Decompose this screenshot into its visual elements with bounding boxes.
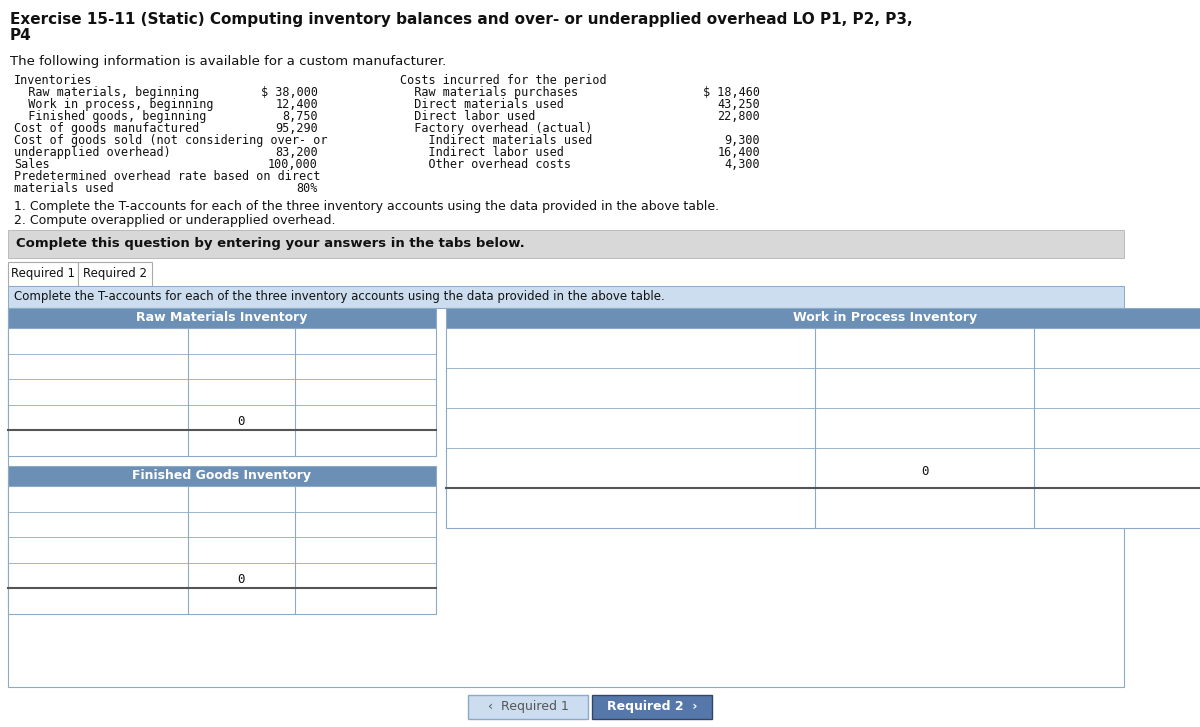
Text: Direct labor used: Direct labor used — [400, 110, 535, 123]
Text: Exercise 15-11 (Static) Computing inventory balances and over- or underapplied o: Exercise 15-11 (Static) Computing invent… — [10, 12, 913, 27]
Bar — [468, 695, 588, 719]
Bar — [8, 466, 436, 486]
Text: 16,400: 16,400 — [718, 146, 760, 159]
Text: 8,750: 8,750 — [282, 110, 318, 123]
Text: $ 38,000: $ 38,000 — [262, 86, 318, 99]
Text: 2. Compute overapplied or underapplied overhead.: 2. Compute overapplied or underapplied o… — [14, 214, 336, 227]
Text: 83,200: 83,200 — [275, 146, 318, 159]
Bar — [8, 308, 436, 328]
Text: P4: P4 — [10, 28, 31, 43]
Text: materials used: materials used — [14, 182, 114, 195]
Bar — [8, 308, 1124, 687]
Bar — [78, 262, 152, 286]
Text: Inventories: Inventories — [14, 74, 92, 87]
Text: 9,300: 9,300 — [725, 134, 760, 147]
Text: 12,400: 12,400 — [275, 98, 318, 111]
Text: Factory overhead (actual): Factory overhead (actual) — [400, 122, 593, 135]
Text: Required 2: Required 2 — [83, 267, 148, 280]
Text: Required 2  ›: Required 2 › — [607, 700, 697, 713]
Text: underapplied overhead): underapplied overhead) — [14, 146, 170, 159]
Text: Work in Process Inventory: Work in Process Inventory — [793, 311, 977, 324]
Text: Indirect materials used: Indirect materials used — [400, 134, 593, 147]
Text: Raw Materials Inventory: Raw Materials Inventory — [137, 311, 307, 324]
Text: $ 18,460: $ 18,460 — [703, 86, 760, 99]
Bar — [592, 695, 712, 719]
Text: Other overhead costs: Other overhead costs — [400, 158, 571, 171]
Bar — [8, 230, 1124, 258]
Text: 0: 0 — [238, 573, 245, 586]
Text: Work in process, beginning: Work in process, beginning — [14, 98, 214, 111]
Text: Costs incurred for the period: Costs incurred for the period — [400, 74, 607, 87]
Bar — [8, 286, 1124, 308]
Text: Finished Goods Inventory: Finished Goods Inventory — [132, 469, 312, 482]
Text: Direct materials used: Direct materials used — [400, 98, 564, 111]
Bar — [446, 308, 1200, 328]
Text: Finished goods, beginning: Finished goods, beginning — [14, 110, 206, 123]
Text: Predetermined overhead rate based on direct: Predetermined overhead rate based on dir… — [14, 170, 320, 183]
Text: 0: 0 — [920, 465, 929, 478]
Text: Cost of goods sold (not considering over- or: Cost of goods sold (not considering over… — [14, 134, 328, 147]
Text: Indirect labor used: Indirect labor used — [400, 146, 564, 159]
Bar — [8, 486, 436, 614]
Text: 80%: 80% — [296, 182, 318, 195]
Text: ‹  Required 1: ‹ Required 1 — [487, 700, 569, 713]
Text: 43,250: 43,250 — [718, 98, 760, 111]
Text: 95,290: 95,290 — [275, 122, 318, 135]
Text: Raw materials purchases: Raw materials purchases — [400, 86, 578, 99]
Text: 22,800: 22,800 — [718, 110, 760, 123]
Text: Complete the T-accounts for each of the three inventory accounts using the data : Complete the T-accounts for each of the … — [14, 290, 665, 303]
Text: 1. Complete the T-accounts for each of the three inventory accounts using the da: 1. Complete the T-accounts for each of t… — [14, 200, 719, 213]
Text: The following information is available for a custom manufacturer.: The following information is available f… — [10, 55, 446, 68]
Text: 0: 0 — [238, 414, 245, 427]
Text: Cost of goods manufactured: Cost of goods manufactured — [14, 122, 199, 135]
Bar — [8, 262, 78, 286]
Text: 4,300: 4,300 — [725, 158, 760, 171]
Text: Complete this question by entering your answers in the tabs below.: Complete this question by entering your … — [16, 237, 524, 250]
Text: 100,000: 100,000 — [268, 158, 318, 171]
Text: Sales: Sales — [14, 158, 49, 171]
Text: Raw materials, beginning: Raw materials, beginning — [14, 86, 199, 99]
Text: Required 1: Required 1 — [11, 267, 74, 280]
Bar — [8, 328, 436, 456]
Bar — [446, 328, 1200, 528]
